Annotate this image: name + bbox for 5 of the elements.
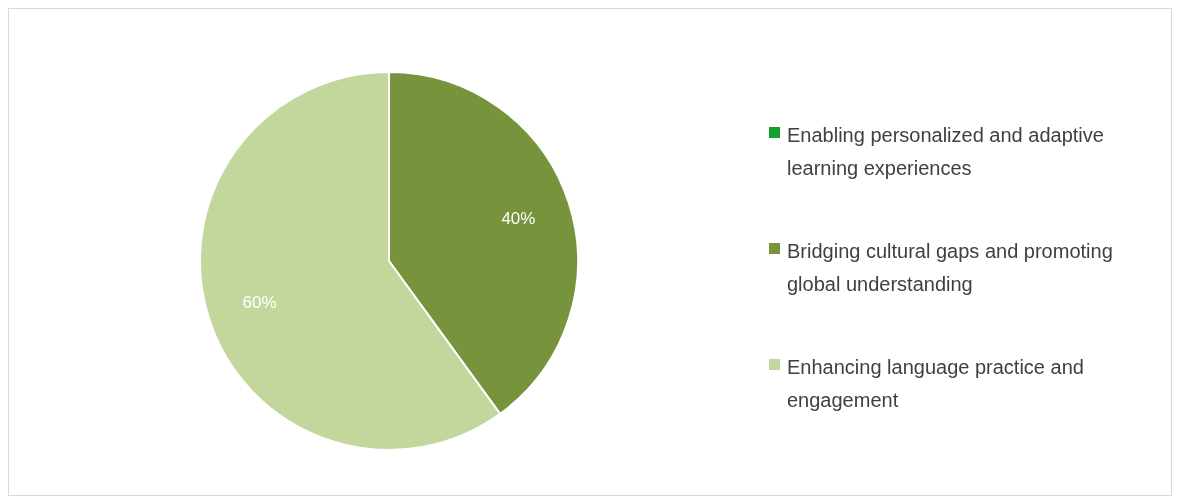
data-label: 60% (242, 292, 277, 312)
data-label: 40% (501, 208, 536, 228)
legend-label: Enhancing language practice and engagement (787, 355, 1085, 413)
legend-label: Enabling personalized and adaptive learning experiences (787, 123, 1105, 181)
legend-label: Bridging cultural gaps and promoting global understanding (787, 239, 1114, 297)
